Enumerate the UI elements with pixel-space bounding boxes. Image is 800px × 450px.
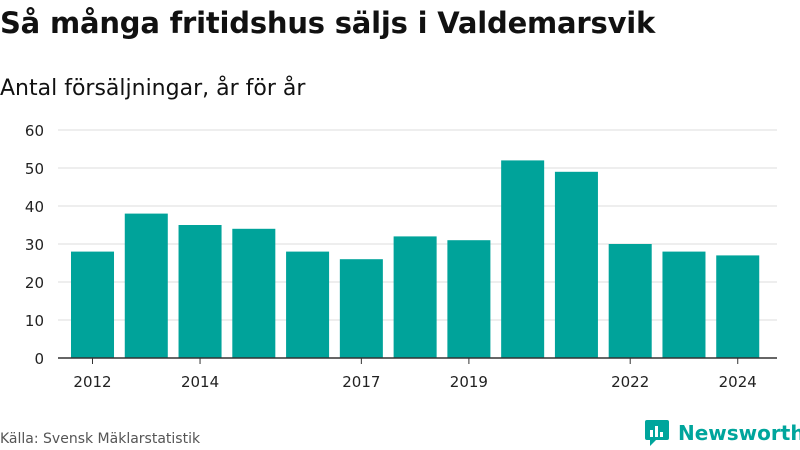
x-tick-label: 2019: [450, 373, 488, 391]
brand-logo[interactable]: Newsworthy: [644, 419, 800, 447]
bar-2014: [178, 225, 222, 358]
y-tick-label: 50: [25, 160, 44, 178]
bar-2012: [71, 251, 115, 358]
bar-2013: [124, 213, 168, 358]
y-tick-label: 30: [25, 236, 44, 254]
bar-2020: [501, 160, 545, 358]
x-tick-label: 2012: [73, 373, 111, 391]
newsworthy-logo-icon: [645, 420, 669, 446]
y-tick-label: 40: [25, 198, 44, 216]
brand-name: Newsworthy: [678, 421, 800, 445]
axes: 0 10 20 30 40 50 60 2012 2014 2017 2019 2022 2024: [25, 122, 777, 391]
bar-2019: [447, 240, 491, 358]
bar-chart: 0 10 20 30 40 50 60 2012 2014 2017 2019 2022 2024: [25, 122, 777, 391]
y-tick-label: 10: [25, 312, 44, 330]
x-tick-label: 2014: [181, 373, 219, 391]
bar-2024: [716, 255, 760, 358]
x-tick-label: 2017: [342, 373, 380, 391]
y-tick-label: 60: [25, 122, 44, 140]
source-note: Källa: Svensk Mäklarstatistik: [0, 431, 201, 447]
x-tick-label: 2022: [611, 373, 649, 391]
bar-2021: [554, 171, 598, 358]
chart-subtitle: Antal försäljningar, år för år: [0, 76, 306, 101]
x-tick-label: 2024: [719, 373, 757, 391]
y-tick-label: 0: [34, 350, 44, 368]
bar-2018: [393, 236, 437, 358]
bar-2015: [232, 228, 276, 358]
y-tick-label: 20: [25, 274, 44, 292]
bar-2022: [608, 244, 652, 358]
bar-2017: [339, 259, 383, 358]
chart-title: Så många fritidshus säljs i Valdemarsvik: [0, 6, 656, 40]
bars: [71, 160, 760, 358]
bar-2023: [662, 251, 706, 358]
bar-2016: [286, 251, 330, 358]
